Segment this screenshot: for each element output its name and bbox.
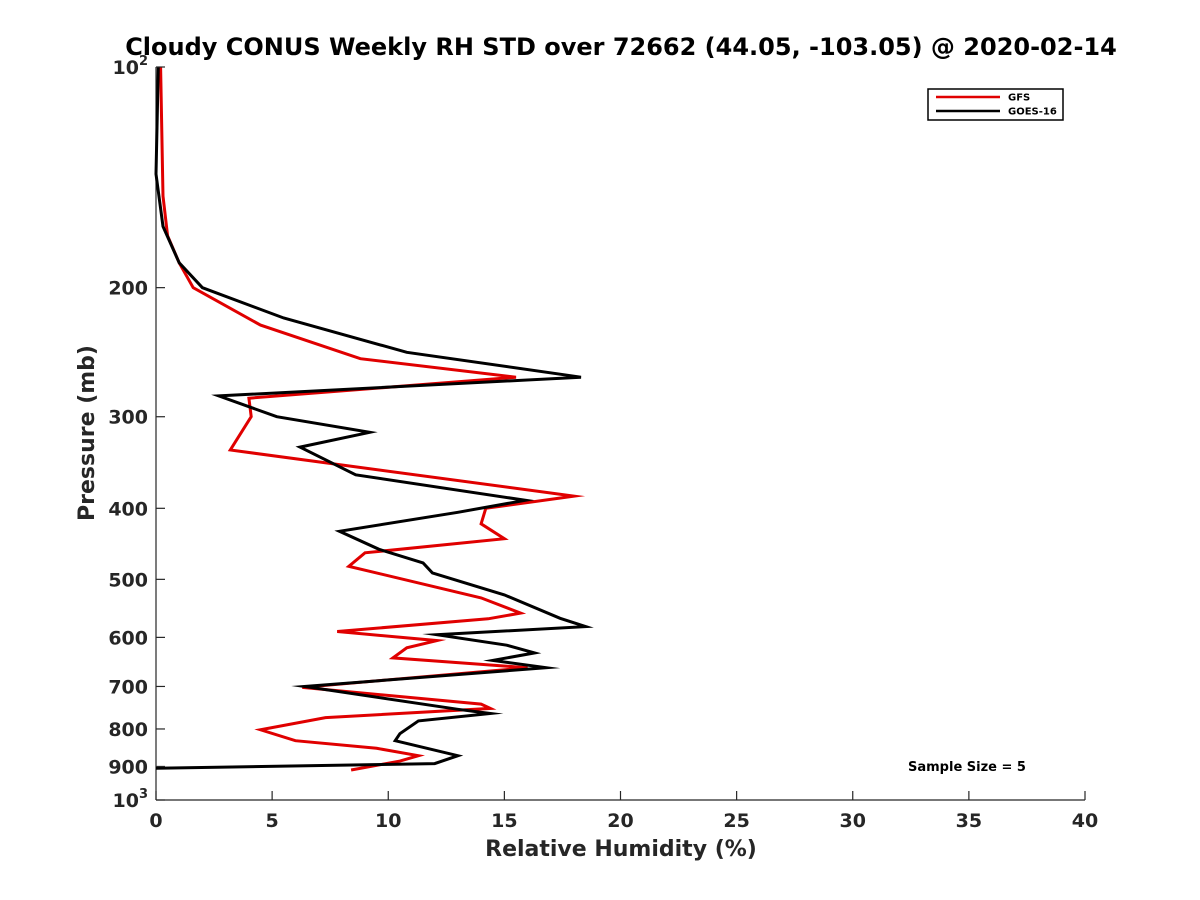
y-tick-label: 600 [108,627,148,649]
y-tick-label: 500 [108,569,148,591]
legend-box [927,88,1064,121]
sample-size-annotation: Sample Size = 5 [908,760,1026,775]
x-tick-label: 30 [840,810,866,832]
y-tick-label: 800 [108,719,148,741]
y-tick-label: 200 [108,278,148,300]
x-tick-label: 5 [266,810,279,832]
x-axis-label: Relative Humidity (%) [485,837,757,862]
series-line-gfs [159,66,586,772]
y-tick-label: 700 [108,676,148,698]
x-tick-label: 40 [1072,810,1098,832]
plot-area [154,66,1085,801]
legend: GFS GOES-16 [927,88,1064,121]
y-tick-label: 103 [113,787,149,812]
x-tick-label: 15 [491,810,517,832]
y-tick-label: 300 [108,407,148,429]
x-tick-label: 10 [375,810,401,832]
legend-label: GFS [1008,93,1030,104]
legend-label: GOES-16 [1008,107,1057,118]
x-axis-ticks: 0 5 10 15 20 25 30 35 40 [149,791,1098,832]
y-axis-ticks: 102 200 300 400 500 600 700 800 900 103 [108,54,165,812]
y-tick-label: 400 [108,498,148,520]
x-tick-label: 25 [723,810,749,832]
y-axis-label: Pressure (mb) [75,345,100,521]
x-tick-label: 35 [956,810,982,832]
y-tick-label: 900 [108,756,148,778]
x-tick-label: 0 [149,810,162,832]
x-tick-label: 20 [607,810,633,832]
chart-title: Cloudy CONUS Weekly RH STD over 72662 (4… [125,33,1117,61]
series-line-goes-16 [154,66,594,770]
y-tick-label: 102 [113,54,149,79]
